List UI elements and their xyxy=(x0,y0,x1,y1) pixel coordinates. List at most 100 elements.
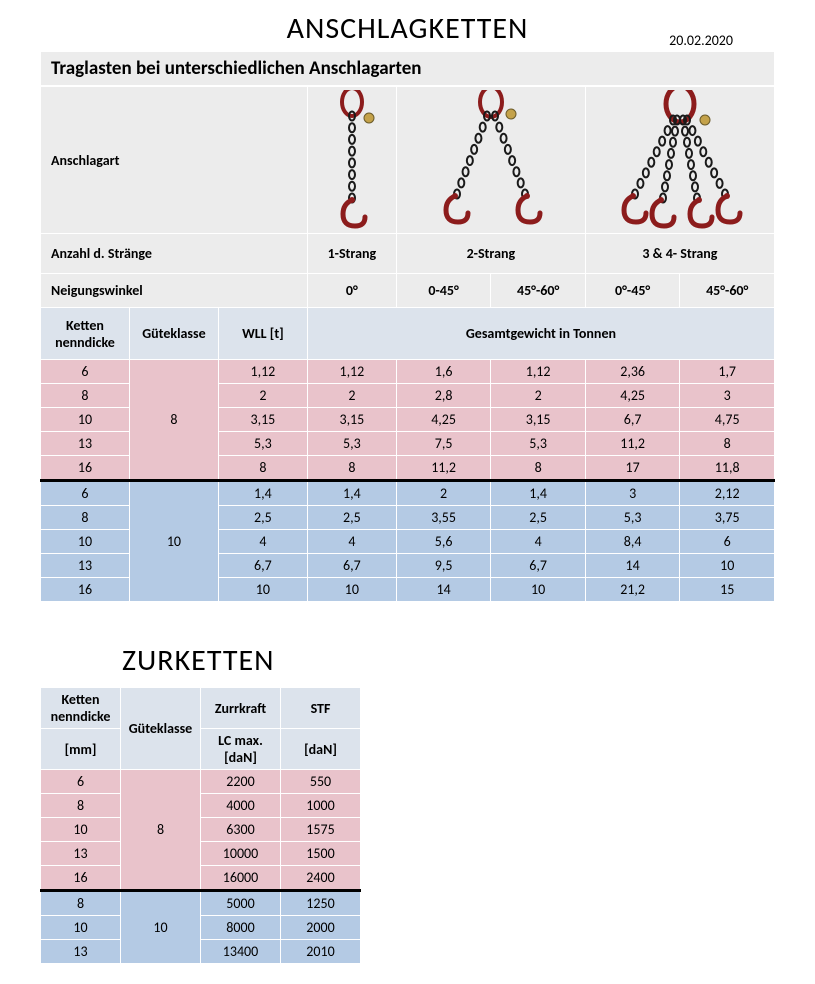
table-cell: 11,8 xyxy=(680,456,775,481)
table-cell: 2,36 xyxy=(585,360,680,384)
table-row-dia: 16 xyxy=(41,578,130,602)
table-row-dia: 16 xyxy=(41,866,121,891)
table-row-dia: 8 xyxy=(41,891,121,916)
table-row-dia: 8 xyxy=(41,794,121,818)
table-cell: 2,5 xyxy=(491,506,586,530)
table-cell: 4 xyxy=(307,530,396,554)
table-cell: 1000 xyxy=(281,794,361,818)
table-cell: 4,25 xyxy=(396,408,491,432)
table-row-dia: 6 xyxy=(41,770,121,794)
table-cell: 550 xyxy=(281,770,361,794)
table-cell: 1,4 xyxy=(491,481,586,506)
angle-0: 0° xyxy=(307,274,396,308)
table-cell: 3 xyxy=(680,384,775,408)
table-cell: 8 xyxy=(680,432,775,456)
zurketten-table: Ketten nenndicke Güteklasse Zurrkraft ST… xyxy=(40,687,361,964)
table-cell: 2 xyxy=(218,384,307,408)
page-title: ANSCHLAGKETTEN xyxy=(40,10,775,47)
col-ketten: Ketten nenndicke xyxy=(41,308,130,360)
table-cell: 1575 xyxy=(281,818,361,842)
table-cell: 5,3 xyxy=(585,506,680,530)
z-col-mm: [mm] xyxy=(41,729,121,770)
table-row-dia: 10 xyxy=(41,818,121,842)
table-cell: 14 xyxy=(396,578,491,602)
anzahl-label: Anzahl d. Stränge xyxy=(41,234,308,274)
table-cell: 8 xyxy=(218,456,307,481)
table-cell: 1,4 xyxy=(307,481,396,506)
table-cell: 15 xyxy=(680,578,775,602)
table-cell: 4,75 xyxy=(680,408,775,432)
table-cell: 8000 xyxy=(201,916,281,940)
table-row-dia: 13 xyxy=(41,432,130,456)
table-cell: 21,2 xyxy=(585,578,680,602)
table-row-dia: 13 xyxy=(41,842,121,866)
table-cell: 3,15 xyxy=(491,408,586,432)
table-cell: 10000 xyxy=(201,842,281,866)
table-row-dia: 6 xyxy=(41,481,130,506)
table-row-dia: 6 xyxy=(41,360,130,384)
table-cell: 10 xyxy=(307,578,396,602)
anschlagart-label: Anschlagart xyxy=(41,87,308,234)
strang-3: 3 & 4- Strang xyxy=(585,234,774,274)
z-col-ketten: Ketten nenndicke xyxy=(41,688,121,729)
col-gesamt: Gesamtgewicht in Tonnen xyxy=(307,308,774,360)
table-cell: 11,2 xyxy=(396,456,491,481)
table-cell: 6,7 xyxy=(218,554,307,578)
table-cell: 2 xyxy=(491,384,586,408)
strang-2: 2-Strang xyxy=(396,234,585,274)
z-col-gk: Güteklasse xyxy=(121,688,201,770)
z-col-dan: [daN] xyxy=(281,729,361,770)
table-cell: 10 xyxy=(680,554,775,578)
table-cell: 5,6 xyxy=(396,530,491,554)
table-cell: 5,3 xyxy=(218,432,307,456)
table-cell: 2,8 xyxy=(396,384,491,408)
table-cell: 6 xyxy=(680,530,775,554)
table-row-gk: 10 xyxy=(121,891,201,964)
table-cell: 17 xyxy=(585,456,680,481)
table-row-gk: 10 xyxy=(129,481,218,602)
table-row-gk: 8 xyxy=(129,360,218,481)
table-row-dia: 10 xyxy=(41,530,130,554)
table-cell: 16000 xyxy=(201,866,281,891)
table-cell: 6,7 xyxy=(491,554,586,578)
table-row-dia: 13 xyxy=(41,554,130,578)
table-row-dia: 8 xyxy=(41,506,130,530)
table-cell: 4,25 xyxy=(585,384,680,408)
table-cell: 2200 xyxy=(201,770,281,794)
table-cell: 10 xyxy=(491,578,586,602)
table-cell: 5,3 xyxy=(307,432,396,456)
table-cell: 1,12 xyxy=(307,360,396,384)
chain-illustration-1 xyxy=(307,87,396,234)
table-cell: 8 xyxy=(307,456,396,481)
table-cell: 1,7 xyxy=(680,360,775,384)
table-cell: 6,7 xyxy=(307,554,396,578)
page-date: 20.02.2020 xyxy=(669,32,733,49)
z-col-zurr: Zurrkraft xyxy=(201,688,281,729)
table-cell: 3,75 xyxy=(680,506,775,530)
table-cell: 1,12 xyxy=(491,360,586,384)
table-cell: 10 xyxy=(218,578,307,602)
angle-3: 0°-45° xyxy=(585,274,680,308)
col-gk: Güteklasse xyxy=(129,308,218,360)
table-cell: 11,2 xyxy=(585,432,680,456)
table-cell: 1500 xyxy=(281,842,361,866)
table-cell: 1,4 xyxy=(218,481,307,506)
table-cell: 2010 xyxy=(281,940,361,964)
table-cell: 4000 xyxy=(201,794,281,818)
table-row-dia: 10 xyxy=(41,408,130,432)
table-cell: 1,6 xyxy=(396,360,491,384)
z-col-stf: STF xyxy=(281,688,361,729)
z-col-lc: LC max. [daN] xyxy=(201,729,281,770)
table-cell: 9,5 xyxy=(396,554,491,578)
table-cell: 5000 xyxy=(201,891,281,916)
table-cell: 7,5 xyxy=(396,432,491,456)
table-cell: 4 xyxy=(491,530,586,554)
table-row-dia: 16 xyxy=(41,456,130,481)
neigung-label: Neigungswinkel xyxy=(41,274,308,308)
table-cell: 3,55 xyxy=(396,506,491,530)
table-cell: 2000 xyxy=(281,916,361,940)
chain-illustration-3 xyxy=(585,87,774,234)
table-cell: 1,12 xyxy=(218,360,307,384)
table-row-dia: 8 xyxy=(41,384,130,408)
angle-4: 45°-60° xyxy=(680,274,775,308)
